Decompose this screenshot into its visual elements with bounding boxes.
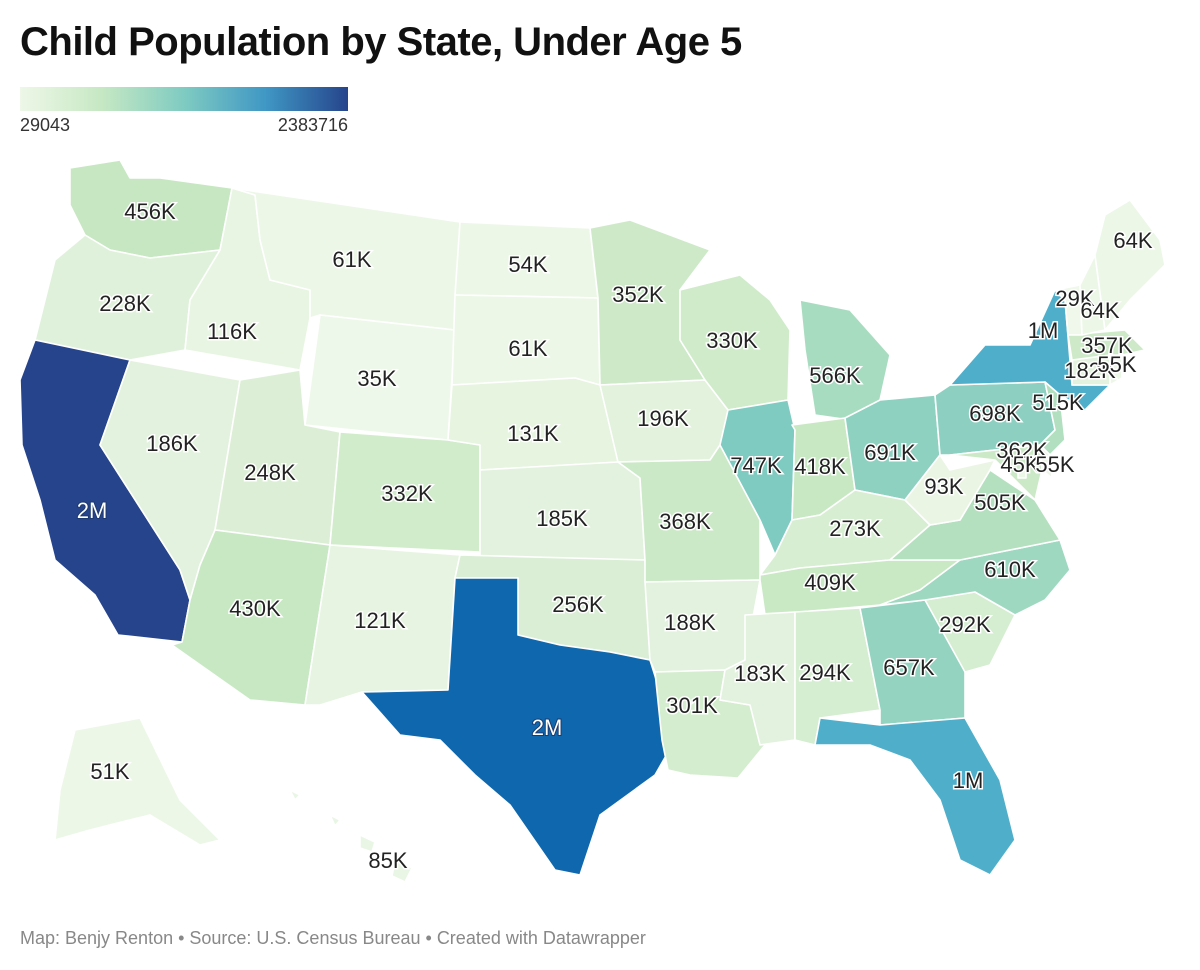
label-az: 430K [229, 596, 281, 621]
label-tx: 2M [532, 715, 563, 740]
state-nc[interactable] [879, 539, 1071, 616]
label-nc: 610K [984, 557, 1036, 582]
label-id: 116K [207, 319, 257, 344]
label-pa: 698K [969, 401, 1021, 426]
label-mn: 352K [612, 282, 664, 307]
legend-max-label: 2383716 [277, 115, 348, 135]
label-ma: 357K [1081, 333, 1133, 358]
label-ga: 657K [883, 655, 935, 680]
label-ia: 196K [637, 406, 689, 431]
state-md[interactable] [949, 444, 1043, 501]
label-ny: 1M [1028, 318, 1059, 343]
label-vt: 29K [1055, 286, 1094, 311]
state-hi[interactable] [289, 789, 413, 883]
label-ut: 248K [244, 460, 296, 485]
state-tx[interactable] [361, 577, 676, 876]
label-ar: 188K [664, 610, 716, 635]
label-wa: 456K [124, 199, 176, 224]
state-wv[interactable] [904, 454, 996, 526]
state-vt[interactable] [1054, 284, 1083, 336]
label-fl: 1M [953, 768, 984, 793]
label-ms: 183K [734, 661, 786, 686]
label-al: 294K [799, 660, 851, 685]
label-ri: 55K [1097, 352, 1136, 377]
label-co: 332K [381, 481, 433, 506]
label-nd: 54K [508, 252, 547, 277]
label-wi: 330K [706, 328, 758, 353]
chart-title: Child Population by State, Under Age 5 [20, 20, 742, 64]
label-in: 418K [794, 454, 846, 479]
label-va: 505K [974, 490, 1026, 515]
label-mi: 566K [809, 363, 861, 388]
label-dc: 55K [1035, 452, 1074, 477]
state-value-labels: 456K 228K 2M 116K 186K 61K 35K 248K 430K… [76, 197, 1155, 874]
label-md: 362K [996, 438, 1048, 463]
label-sc: 292K [939, 612, 991, 637]
label-mt: 61K [332, 247, 371, 272]
state-de[interactable] [1039, 444, 1053, 479]
label-wv: 93K [924, 474, 963, 499]
label-wy: 35K [357, 366, 396, 391]
color-legend: 29043 2383716 [20, 87, 348, 136]
source-credit: Map: Benjy Renton • Source: U.S. Census … [20, 928, 646, 948]
label-il: 747K [730, 453, 782, 478]
legend-labels: 29043 2383716 [20, 115, 348, 136]
legend-min-label: 29043 [20, 115, 71, 135]
label-ky: 273K [829, 516, 881, 541]
label-ak: 51K [90, 759, 129, 784]
label-ok: 256K [552, 592, 604, 617]
label-nj: 515K [1032, 390, 1084, 415]
label-ne: 131K [507, 421, 559, 446]
state-ma[interactable] [1067, 329, 1146, 361]
label-mo: 368K [659, 509, 711, 534]
state-ak[interactable] [54, 717, 221, 846]
label-nm: 121K [354, 608, 406, 633]
label-hi: 85K [368, 848, 407, 873]
label-or: 228K [99, 291, 151, 316]
us-choropleth-map: 456K 228K 2M 116K 186K 61K 35K 248K 430K… [19, 159, 1166, 883]
label-me: 64K [1113, 228, 1152, 253]
label-ct: 182K [1064, 358, 1116, 383]
label-sd: 61K [508, 336, 547, 361]
state-me[interactable] [1094, 199, 1166, 331]
state-shapes [19, 159, 1166, 883]
label-tn: 409K [804, 570, 856, 595]
label-ks: 185K [536, 506, 588, 531]
state-dc[interactable] [1017, 469, 1027, 479]
label-la: 301K [666, 693, 718, 718]
legend-gradient-bar [20, 87, 348, 111]
label-oh: 691K [864, 440, 916, 465]
state-fl[interactable] [814, 717, 1016, 876]
label-ca: 2M [77, 498, 108, 523]
label-nh: 64K [1080, 298, 1119, 323]
label-de: 45K [1000, 452, 1039, 477]
label-nv: 186K [146, 431, 198, 456]
